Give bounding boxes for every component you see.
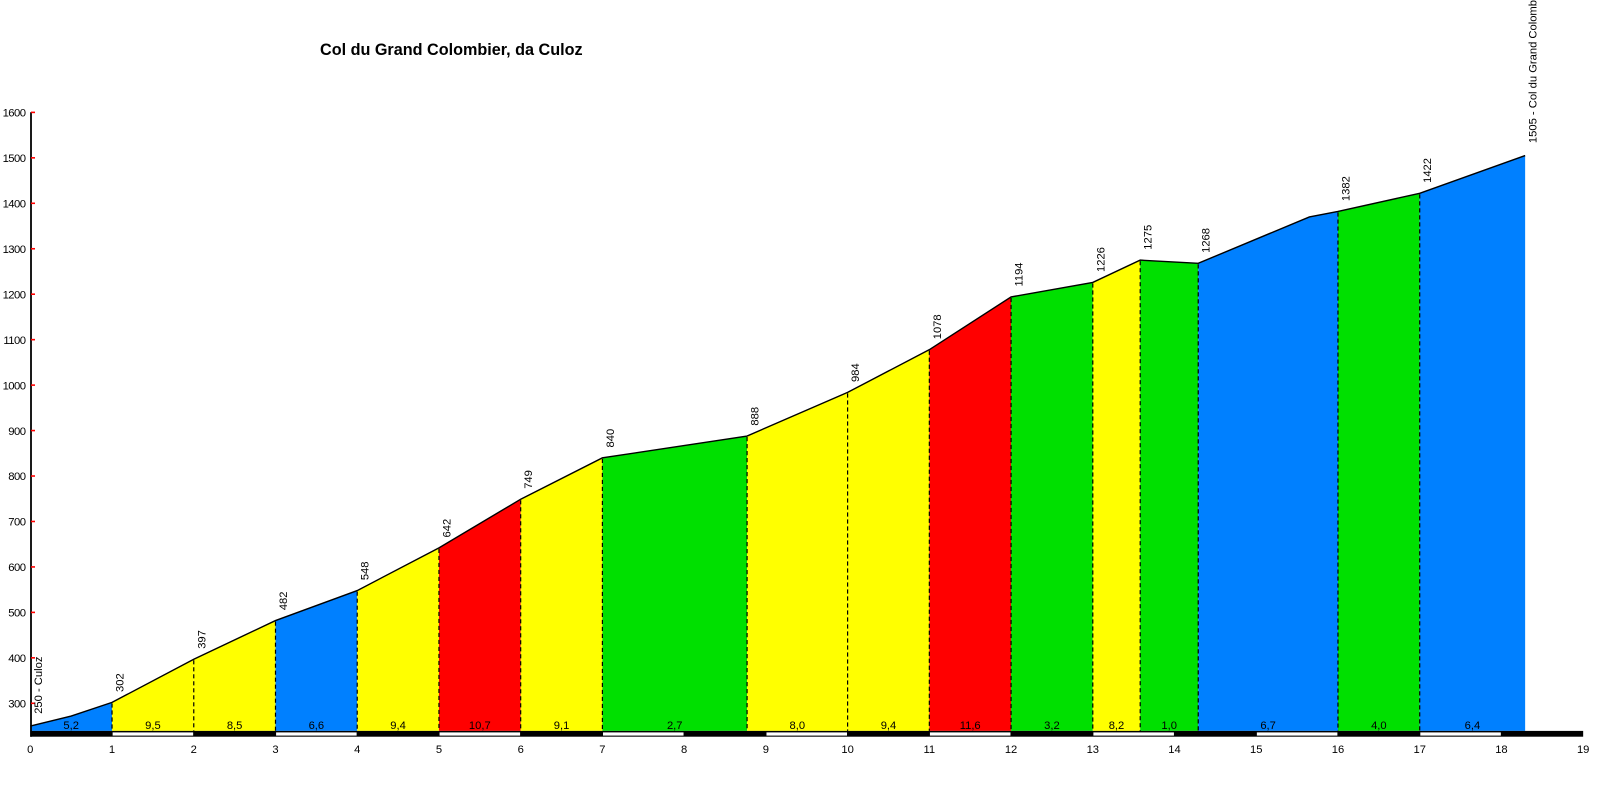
svg-text:7: 7	[599, 744, 605, 756]
svg-text:8,0: 8,0	[790, 720, 806, 732]
svg-text:5,2: 5,2	[63, 720, 79, 732]
svg-text:3,2: 3,2	[1044, 720, 1060, 732]
svg-text:11: 11	[924, 744, 936, 756]
svg-text:900: 900	[8, 426, 25, 438]
svg-text:9,1: 9,1	[554, 720, 570, 732]
svg-text:5: 5	[436, 744, 442, 756]
svg-text:6,7: 6,7	[1260, 720, 1276, 732]
svg-text:12: 12	[1005, 744, 1017, 756]
svg-text:17: 17	[1413, 744, 1425, 756]
svg-text:500: 500	[8, 608, 25, 620]
svg-text:6,4: 6,4	[1465, 720, 1481, 732]
svg-text:1078: 1078	[932, 314, 944, 339]
svg-text:1300: 1300	[3, 244, 26, 256]
svg-text:1275: 1275	[1143, 225, 1155, 250]
svg-text:1: 1	[109, 744, 115, 756]
svg-text:250 - Culoz: 250 - Culoz	[33, 656, 45, 714]
svg-text:800: 800	[8, 471, 25, 483]
svg-text:8,2: 8,2	[1109, 720, 1125, 732]
svg-text:302: 302	[115, 673, 127, 692]
svg-text:19: 19	[1577, 744, 1589, 756]
svg-text:749: 749	[523, 470, 535, 489]
svg-text:400: 400	[8, 653, 25, 665]
svg-text:0: 0	[27, 744, 33, 756]
svg-text:1100: 1100	[3, 335, 25, 347]
svg-text:300: 300	[8, 699, 25, 711]
svg-text:14: 14	[1168, 744, 1180, 756]
svg-text:600: 600	[8, 562, 25, 574]
svg-text:1268: 1268	[1201, 228, 1213, 253]
svg-text:840: 840	[605, 429, 617, 448]
svg-text:397: 397	[196, 630, 208, 649]
svg-text:2: 2	[191, 744, 197, 756]
svg-text:9: 9	[763, 744, 769, 756]
svg-text:642: 642	[441, 519, 453, 538]
svg-text:18: 18	[1495, 744, 1507, 756]
svg-text:10: 10	[841, 744, 853, 756]
svg-text:1,0: 1,0	[1161, 720, 1177, 732]
svg-text:13: 13	[1087, 744, 1099, 756]
svg-text:16: 16	[1332, 744, 1344, 756]
svg-text:6: 6	[518, 744, 524, 756]
svg-text:9,4: 9,4	[390, 720, 406, 732]
svg-text:1382: 1382	[1340, 176, 1352, 201]
svg-text:15: 15	[1250, 744, 1262, 756]
svg-text:1400: 1400	[3, 198, 26, 210]
svg-text:6,6: 6,6	[309, 720, 325, 732]
svg-text:3: 3	[272, 744, 278, 756]
svg-text:984: 984	[850, 363, 862, 382]
svg-text:Col du Grand Colombier, da Cul: Col du Grand Colombier, da Culoz	[320, 41, 583, 59]
svg-text:10,7: 10,7	[469, 720, 491, 732]
svg-text:8,5: 8,5	[227, 720, 243, 732]
svg-text:888: 888	[750, 407, 762, 426]
svg-text:482: 482	[278, 591, 290, 610]
svg-text:1000: 1000	[3, 380, 26, 392]
svg-text:11,6: 11,6	[960, 720, 981, 732]
svg-text:1200: 1200	[3, 289, 26, 301]
svg-text:9,5: 9,5	[145, 720, 161, 732]
svg-text:1600: 1600	[3, 108, 26, 120]
svg-text:1194: 1194	[1014, 262, 1026, 286]
svg-text:9,4: 9,4	[881, 720, 897, 732]
svg-text:2,7: 2,7	[667, 720, 683, 732]
svg-text:1422: 1422	[1422, 158, 1434, 183]
svg-text:1505 - Col du Grand Colombier: 1505 - Col du Grand Colombier	[1528, 0, 1540, 143]
svg-text:4: 4	[354, 744, 360, 756]
svg-text:548: 548	[360, 561, 372, 580]
svg-text:8: 8	[681, 744, 687, 756]
svg-text:1226: 1226	[1095, 247, 1107, 272]
svg-text:4,0: 4,0	[1371, 720, 1387, 732]
svg-text:700: 700	[8, 517, 25, 529]
svg-text:1500: 1500	[3, 153, 26, 165]
